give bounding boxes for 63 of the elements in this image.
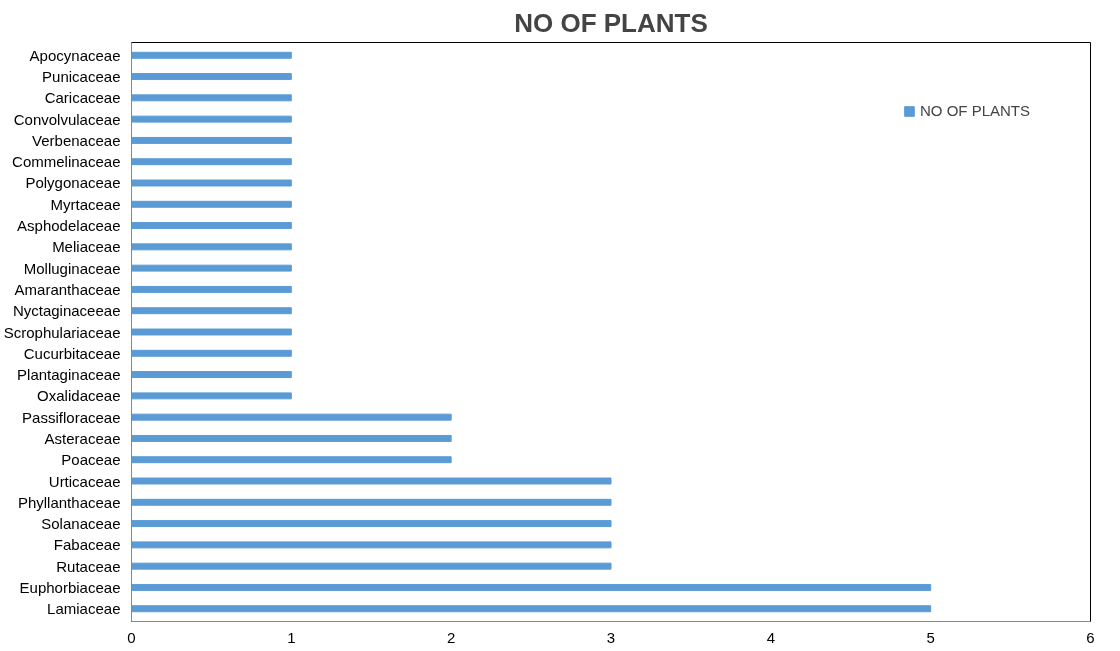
bar xyxy=(131,51,292,59)
y-tick-label: Plantaginaceae xyxy=(17,366,121,384)
x-tick-label: 5 xyxy=(926,628,935,646)
x-tick-label: 0 xyxy=(127,628,136,646)
bar xyxy=(131,371,292,379)
bar xyxy=(131,605,932,613)
y-tick-label: Myrtaceae xyxy=(50,195,121,213)
bar xyxy=(131,179,292,187)
bar xyxy=(131,285,292,293)
bar xyxy=(131,264,292,272)
bar xyxy=(131,349,292,357)
y-tick-label: Fabaceae xyxy=(53,536,121,554)
x-tick-label: 3 xyxy=(606,628,616,646)
y-tick-label: Asteraceae xyxy=(44,429,121,447)
x-tick-label: 6 xyxy=(1086,628,1095,646)
y-tick-label: Commelinaceae xyxy=(12,153,121,171)
y-tick-label: Poaceae xyxy=(61,451,121,469)
bar xyxy=(131,520,612,528)
bar xyxy=(131,434,452,442)
x-tick-label: 2 xyxy=(447,628,456,646)
y-tick-label: Amaranthaceae xyxy=(14,280,121,298)
bar xyxy=(131,136,292,144)
y-tick-label: Caricaceae xyxy=(44,89,121,107)
y-tick-label: Oxalidaceae xyxy=(37,387,121,405)
bar xyxy=(131,73,292,81)
y-tick-label: Nyctaginaceeae xyxy=(12,302,121,320)
bar xyxy=(131,413,452,421)
y-tick-label: Cucurbitaceae xyxy=(23,344,121,362)
bar xyxy=(131,307,292,315)
y-tick-label: Scrophulariaceae xyxy=(3,323,121,341)
bar xyxy=(131,498,612,506)
y-tick-label: Urticaceae xyxy=(48,472,121,490)
legend-label: NO OF PLANTS xyxy=(919,102,1030,119)
x-tick-label: 4 xyxy=(766,628,776,646)
bar xyxy=(131,562,612,570)
bar xyxy=(131,541,612,549)
chart-title: NO OF PLANTS xyxy=(514,7,708,38)
bar xyxy=(131,583,932,591)
bar xyxy=(131,456,452,464)
y-tick-label: Meliaceae xyxy=(52,238,121,256)
y-tick-label: Rutaceae xyxy=(56,557,121,575)
bar xyxy=(131,243,292,251)
x-tick-label: 1 xyxy=(287,628,296,646)
bar xyxy=(131,94,292,102)
y-tick-label: Phyllanthaceae xyxy=(17,493,121,511)
bar xyxy=(131,200,292,208)
bar xyxy=(131,328,292,336)
bar xyxy=(131,477,612,485)
y-tick-label: Euphorbiaceae xyxy=(19,578,121,596)
bar xyxy=(131,392,292,400)
bar xyxy=(131,115,292,123)
y-tick-label: Verbenaceae xyxy=(32,131,121,149)
bar xyxy=(131,158,292,166)
y-tick-label: Asphodelaceae xyxy=(17,217,121,235)
y-tick-label: Punicaceae xyxy=(42,68,121,86)
bar xyxy=(131,222,292,230)
y-tick-label: Convolvulaceae xyxy=(13,110,121,128)
y-tick-label: Polygonaceae xyxy=(25,174,121,192)
y-tick-label: Apocynaceae xyxy=(29,46,121,64)
y-tick-label: Lamiaceae xyxy=(47,600,121,618)
y-tick-label: Molluginaceae xyxy=(23,259,121,277)
y-tick-label: Solanaceae xyxy=(41,515,121,533)
y-tick-label: Passifloraceae xyxy=(22,408,121,426)
